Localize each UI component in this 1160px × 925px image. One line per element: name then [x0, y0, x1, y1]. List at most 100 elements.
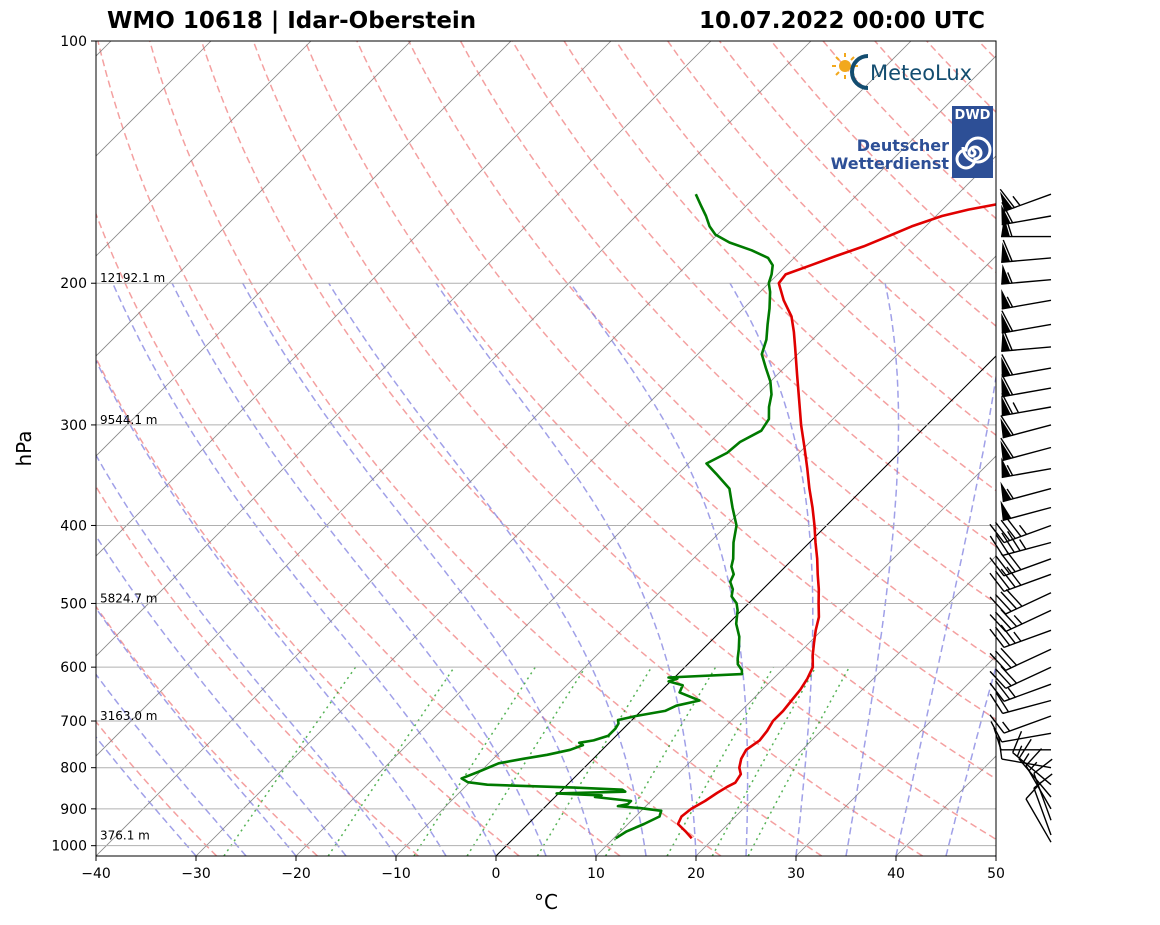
isotherm: [96, 41, 412, 357]
axes: −40 −30 −20 −10 0 10 20 30 40 50 100 200 300 400 500 60…: [12, 34, 1005, 914]
dwd-abbreviation: DWD: [954, 108, 991, 123]
x-tick-label: −10: [381, 866, 411, 882]
moist-adiabat: [729, 282, 814, 856]
moist-adiabat: [96, 534, 347, 856]
height-label: 3163.0 m: [100, 709, 158, 723]
dry-adiabat: [96, 356, 520, 856]
isotherm: [96, 41, 812, 757]
moist-adiabat: [96, 735, 197, 856]
wind-barb: [989, 692, 1052, 715]
dewpoint-line: [460, 193, 774, 840]
dry-adiabat: [356, 41, 996, 721]
isotherm: [96, 41, 512, 457]
isotherm: [495, 355, 996, 856]
sun-icon: [832, 53, 869, 90]
y-tick-label: 400: [60, 518, 87, 534]
height-label: 376.1 m: [100, 828, 150, 842]
isotherm: [195, 55, 996, 856]
x-tick-label: −40: [81, 866, 111, 882]
wind-barb: [989, 665, 1052, 689]
moist-adiabat: [945, 663, 996, 856]
wind-barb: [1001, 310, 1052, 334]
wind-barb: [993, 727, 1051, 751]
x-tick-label: 50: [987, 866, 1005, 882]
wind-barb: [989, 714, 1052, 734]
wind-barb: [989, 680, 1052, 702]
wind-barb: [989, 624, 1052, 649]
y-tick-label: 100: [60, 34, 87, 50]
dry-adiabat: [96, 212, 621, 856]
profiles: [460, 193, 996, 840]
x-tick-label: −20: [281, 866, 311, 882]
wind-barb: [1001, 374, 1052, 398]
chart-title-time: 10.07.2022 00:00 UTC: [699, 8, 985, 34]
wind-barb: [989, 551, 1052, 577]
dry-adiabat: [96, 605, 319, 856]
wind-barb: [989, 566, 1052, 593]
mixing-ratio-line: [413, 666, 536, 856]
dry-adiabat: [459, 41, 996, 605]
wind-barb: [1001, 392, 1052, 417]
wind-barb: [989, 647, 1052, 671]
wind-barb: [1000, 500, 1052, 522]
mixing-ratio-line: [223, 666, 357, 856]
mixing-ratio-line: [327, 666, 455, 856]
y-tick-label: 1000: [51, 839, 87, 855]
moist-adiabat: [569, 282, 749, 856]
x-tick-label: 10: [587, 866, 605, 882]
dry-adiabat: [97, 41, 722, 856]
moist-adiabat: [845, 283, 900, 856]
wind-barb: [1000, 437, 1052, 462]
wind-barb: [1000, 481, 1052, 503]
dry-adiabat: [408, 41, 996, 662]
moist-adiabat: [242, 282, 597, 856]
dry-adiabat: [200, 41, 923, 856]
y-axis-label: hPa: [12, 430, 36, 466]
wind-barb: [989, 530, 1052, 557]
moist-adiabat: [895, 372, 996, 856]
height-label: 12192.1 m: [100, 271, 165, 285]
mixing-ratio-line: [604, 666, 717, 856]
mixing-ratio-line: [466, 666, 587, 856]
y-tick-label: 200: [60, 276, 87, 292]
isotherm: [96, 41, 312, 257]
x-tick-label: −30: [181, 866, 211, 882]
x-tick-label: 0: [492, 866, 501, 882]
moist-adiabat: [96, 673, 247, 856]
y-tick-label: 800: [60, 761, 87, 777]
isotherm: [96, 41, 712, 657]
wind-barb: [1001, 457, 1052, 479]
dwd-name-line1: Deutscher: [856, 136, 949, 155]
background-lines: [0, 41, 996, 856]
moist-adiabat: [96, 606, 297, 856]
y-tick-label: 900: [60, 802, 87, 818]
meteolux-wordmark: MeteoLux: [870, 61, 973, 85]
temperature-line: [676, 203, 996, 840]
y-tick-label: 300: [60, 418, 87, 434]
moist-adiabat: [328, 282, 647, 856]
moist-adiabat: [171, 282, 547, 856]
dry-adiabat: [148, 41, 823, 856]
moist-adiabat: [112, 282, 497, 856]
isotherm: [96, 41, 912, 856]
wind-barb: [999, 188, 1052, 212]
mixing-ratio-line: [536, 666, 653, 856]
wind-barb: [1001, 288, 1052, 310]
dry-adiabat: [96, 485, 419, 856]
dry-adiabat: [977, 41, 996, 61]
dry-adiabat: [563, 41, 996, 492]
wind-barb: [1012, 730, 1052, 786]
isotherm: [0, 41, 11, 856]
y-tick-label: 700: [60, 714, 87, 730]
mixing-ratio-line: [747, 666, 850, 856]
moist-adiabat: [96, 359, 447, 856]
zero-isotherm: [495, 355, 996, 856]
isotherm: [96, 41, 612, 557]
dry-adiabat: [511, 41, 996, 548]
dry-adiabat: [252, 41, 996, 841]
moist-adiabat: [435, 282, 697, 856]
dwd-spiral-icon: [955, 136, 992, 170]
wind-barb: [997, 736, 1052, 769]
height-labels: 12192.1 m 9544.1 m 5824.7 m 3163.0 m 376.1 m: [100, 271, 165, 842]
dwd-emblem: DWD: [952, 106, 993, 178]
